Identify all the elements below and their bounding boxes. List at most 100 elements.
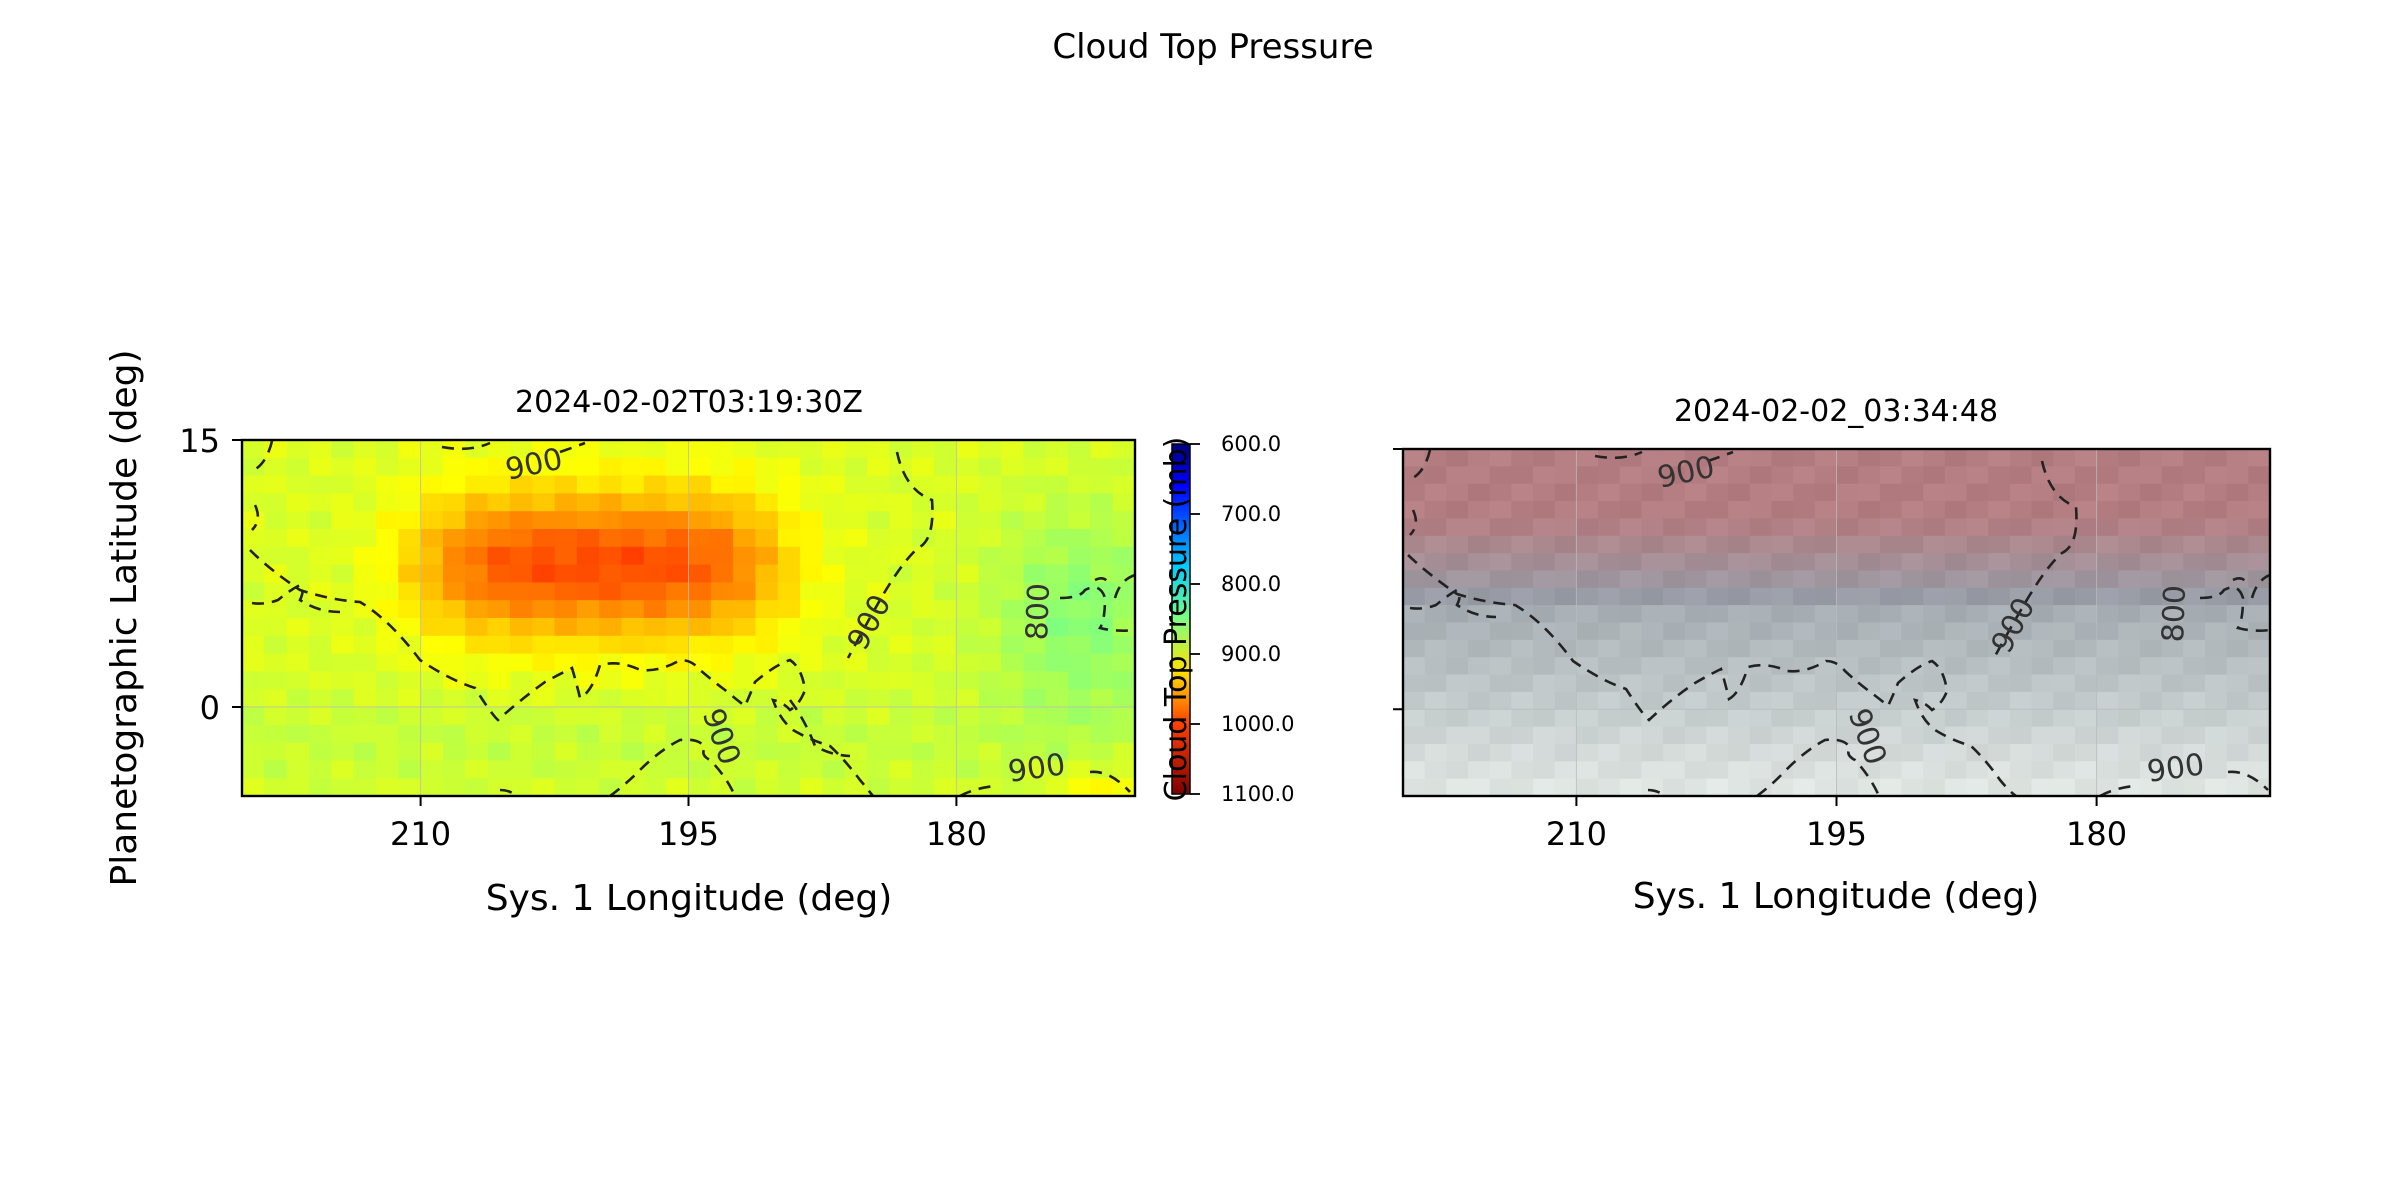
heatmap-cell	[1944, 709, 1968, 728]
heatmap-cell	[331, 564, 355, 583]
heatmap-cell	[1793, 466, 1816, 485]
heatmap-cell	[956, 760, 980, 779]
heatmap-cell	[822, 582, 846, 601]
heatmap-cell	[1090, 493, 1114, 512]
heatmap-cell	[666, 493, 690, 512]
heatmap-cell	[1001, 689, 1024, 708]
heatmap-cell	[1663, 657, 1686, 676]
heatmap-cell	[1858, 605, 1881, 624]
right-contour-900-upper	[1407, 449, 2078, 661]
heatmap-cell	[375, 653, 399, 672]
heatmap-cell	[1576, 726, 1599, 745]
heatmap-cell	[532, 440, 556, 459]
heatmap-cell	[733, 582, 757, 601]
heatmap-cell	[2053, 657, 2076, 676]
heatmap-cell	[1814, 622, 1838, 641]
heatmap-cell	[509, 440, 533, 459]
heatmap-cell	[1944, 605, 1968, 624]
heatmap-cell	[2139, 639, 2163, 658]
heatmap-cell	[264, 511, 288, 530]
heatmap-cell	[688, 760, 712, 779]
heatmap-cell	[688, 778, 712, 796]
heatmap-cell	[554, 689, 578, 708]
heatmap-cell	[576, 600, 600, 619]
heatmap-cell	[867, 546, 891, 566]
heatmap-cell	[666, 582, 690, 601]
heatmap-cell	[844, 440, 868, 459]
heatmap-cell	[710, 457, 734, 477]
heatmap-cell	[777, 564, 801, 583]
heatmap-cell	[1554, 605, 1577, 624]
heatmap-cell	[800, 653, 824, 672]
heatmap-cell	[934, 564, 957, 583]
heatmap-cell	[1814, 726, 1838, 745]
heatmap-cell	[1988, 657, 2011, 676]
heatmap-cell	[242, 511, 265, 530]
heatmap-cell	[956, 618, 980, 637]
heatmap-cell	[554, 475, 578, 494]
heatmap-cell	[532, 564, 556, 583]
heatmap-cell	[1663, 709, 1686, 728]
heatmap-cell	[755, 564, 779, 583]
heatmap-cell	[1944, 483, 1968, 502]
heatmap-cell	[398, 440, 422, 459]
heatmap-cell	[1706, 743, 1729, 762]
heatmap-cell	[1793, 535, 1816, 554]
left-panel: 2024-02-02T03:19:30Z 900 900 900 900 800…	[104, 349, 1137, 919]
heatmap-cell	[2204, 535, 2228, 554]
heatmap-cell	[264, 707, 288, 726]
heatmap-cell	[532, 707, 556, 726]
heatmap-cell	[1663, 518, 1686, 537]
heatmap-cell	[1023, 546, 1047, 566]
left-contour-800	[1059, 573, 1135, 632]
heatmap-cell	[1901, 674, 1924, 693]
heatmap-cell	[2053, 639, 2076, 658]
heatmap-cell	[1814, 605, 1838, 624]
heatmap-cell	[286, 564, 310, 583]
heatmap-cell	[889, 671, 913, 690]
heatmap-cell	[867, 653, 891, 672]
heatmap-cell	[867, 475, 891, 494]
heatmap-cell	[1771, 726, 1794, 745]
heatmap-cell	[2118, 466, 2141, 485]
heatmap-cell	[1641, 674, 1664, 693]
heatmap-cell	[1598, 622, 1621, 641]
heatmap-cell	[1045, 546, 1069, 566]
heatmap-cell	[621, 440, 645, 459]
heatmap-cell	[1468, 674, 1491, 693]
heatmap-cell	[1879, 483, 1903, 502]
heatmap-cell	[2183, 570, 2206, 589]
heatmap-cell	[1641, 743, 1664, 762]
heatmap-cell	[1511, 674, 1534, 693]
heatmap-cell	[1045, 511, 1069, 530]
heatmap-cell	[1663, 501, 1686, 519]
heatmap-cell	[2009, 518, 2033, 537]
heatmap-cell	[889, 724, 913, 744]
heatmap-cell	[420, 493, 444, 512]
heatmap-cell	[1045, 440, 1069, 459]
heatmap-cell	[353, 511, 377, 530]
heatmap-cell	[1424, 674, 1447, 693]
heatmap-cell	[2248, 657, 2270, 676]
heatmap-cell	[934, 546, 957, 566]
heatmap-cell	[2226, 778, 2249, 796]
heatmap-cell	[688, 635, 712, 655]
heatmap-cell	[264, 724, 288, 744]
heatmap-cell	[800, 440, 824, 459]
heatmap-cell	[1858, 743, 1881, 762]
heatmap-cell	[1728, 709, 1751, 728]
heatmap-cell	[1533, 691, 1556, 710]
heatmap-cell	[1068, 618, 1091, 637]
heatmap-cell	[2161, 674, 2184, 693]
heatmap-cell	[666, 511, 690, 530]
heatmap-cell	[2009, 466, 2033, 485]
heatmap-cell	[286, 529, 310, 548]
heatmap-cell	[2009, 483, 2033, 502]
heatmap-cell	[1424, 726, 1447, 745]
heatmap-cell	[643, 635, 667, 655]
heatmap-cell	[688, 493, 712, 512]
heatmap-cell	[2096, 674, 2119, 693]
heatmap-cell	[1023, 707, 1047, 726]
heatmap-cell	[1068, 440, 1091, 459]
heatmap-cell	[1576, 778, 1599, 796]
